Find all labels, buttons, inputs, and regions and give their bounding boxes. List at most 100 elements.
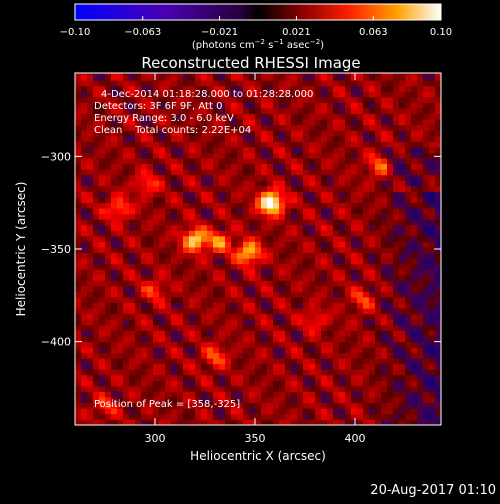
heatmap-cell	[363, 419, 370, 425]
heatmap-cell	[363, 224, 370, 231]
heatmap-cell	[231, 313, 238, 320]
heatmap-cell	[255, 302, 262, 309]
heatmap-cell	[261, 413, 268, 420]
heatmap-cell	[225, 130, 232, 137]
heatmap-cell	[105, 119, 112, 126]
heatmap-cell	[195, 74, 202, 81]
heatmap-cell	[183, 152, 190, 159]
heatmap-cell	[231, 380, 238, 387]
heatmap-cell	[123, 163, 130, 170]
heatmap-cell	[219, 74, 226, 81]
heatmap-cell	[375, 135, 382, 142]
heatmap-cell	[417, 386, 424, 392]
heatmap-cell	[267, 191, 274, 198]
heatmap-cell	[165, 152, 172, 159]
heatmap-cell	[201, 286, 208, 292]
heatmap-cell	[255, 369, 262, 376]
heatmap-cell	[189, 191, 196, 198]
heatmap-cell	[141, 224, 148, 231]
heatmap-cell	[105, 169, 112, 176]
heatmap-cell	[435, 324, 441, 331]
heatmap-cell	[363, 202, 370, 209]
heatmap-cell	[105, 302, 112, 309]
heatmap-cell	[129, 174, 136, 181]
heatmap-cell	[207, 80, 214, 87]
heatmap-cell	[411, 197, 418, 203]
heatmap-cell	[339, 108, 346, 115]
heatmap-cell	[315, 363, 322, 370]
heatmap-cell	[141, 102, 148, 109]
heatmap-cell	[363, 386, 370, 392]
heatmap-cell	[117, 186, 124, 192]
heatmap-cell	[255, 280, 262, 287]
heatmap-cell	[375, 341, 382, 348]
heatmap-cell	[129, 386, 136, 392]
heatmap-cell	[93, 219, 100, 226]
heatmap-cell	[183, 413, 190, 420]
heatmap-cell	[405, 202, 412, 209]
heatmap-cell	[315, 263, 322, 270]
heatmap-cell	[351, 202, 358, 209]
heatmap-cell	[243, 74, 250, 81]
heatmap-cell	[381, 269, 388, 276]
heatmap-cell	[219, 408, 226, 415]
heatmap-cell	[435, 124, 441, 131]
heatmap-cell	[213, 302, 220, 309]
heatmap-cell	[297, 124, 304, 131]
heatmap-cell	[207, 230, 214, 237]
heatmap-cell	[351, 252, 358, 259]
heatmap-cell	[273, 236, 280, 242]
heatmap-cell	[159, 397, 166, 404]
heatmap-cell	[435, 174, 441, 181]
heatmap-cell	[309, 269, 316, 276]
heatmap-cell	[333, 347, 340, 354]
heatmap-cell	[321, 213, 328, 220]
heatmap-cell	[351, 291, 358, 298]
heatmap-cell	[405, 369, 412, 376]
heatmap-cell	[153, 252, 160, 259]
heatmap-cell	[255, 130, 262, 137]
heatmap-cell	[375, 213, 382, 220]
heatmap-cell	[333, 258, 340, 265]
heatmap-cell	[237, 274, 244, 281]
heatmap-cell	[249, 391, 256, 398]
heatmap-cell	[393, 213, 400, 220]
heatmap-cell	[249, 313, 256, 320]
heatmap-cell	[411, 369, 418, 376]
heatmap-cell	[375, 269, 382, 276]
heatmap-cell	[309, 419, 316, 425]
heatmap-cell	[135, 147, 142, 153]
heatmap-cell	[417, 230, 424, 237]
heatmap-cell	[381, 391, 388, 398]
heatmap-cell	[423, 97, 430, 103]
heatmap-cell	[357, 91, 364, 98]
heatmap-cell	[243, 80, 250, 87]
heatmap-cell	[81, 374, 88, 381]
heatmap-cell	[321, 352, 328, 359]
heatmap-cell	[339, 324, 346, 331]
heatmap-cell	[123, 135, 130, 142]
heatmap-cell	[93, 297, 100, 304]
heatmap-cell	[213, 141, 220, 148]
heatmap-cell	[75, 85, 82, 92]
heatmap-cell	[267, 158, 274, 165]
heatmap-cell	[135, 280, 142, 287]
heatmap-cell	[75, 158, 82, 165]
heatmap-cell	[147, 347, 154, 354]
heatmap-cell	[351, 230, 358, 237]
heatmap-cell	[333, 124, 340, 131]
heatmap-cell	[237, 408, 244, 415]
heatmap-cell	[177, 269, 184, 276]
heatmap-cell	[351, 313, 358, 320]
heatmap-cell	[381, 230, 388, 237]
heatmap-cell	[105, 124, 112, 131]
heatmap-cell	[309, 174, 316, 181]
heatmap-cell	[123, 297, 130, 304]
heatmap-cell	[393, 408, 400, 415]
heatmap-cell	[225, 286, 232, 292]
heatmap-cell	[357, 330, 364, 337]
heatmap-cell	[411, 186, 418, 192]
heatmap-cell	[147, 247, 154, 254]
heatmap-cell	[237, 402, 244, 409]
heatmap-cell	[165, 97, 172, 103]
